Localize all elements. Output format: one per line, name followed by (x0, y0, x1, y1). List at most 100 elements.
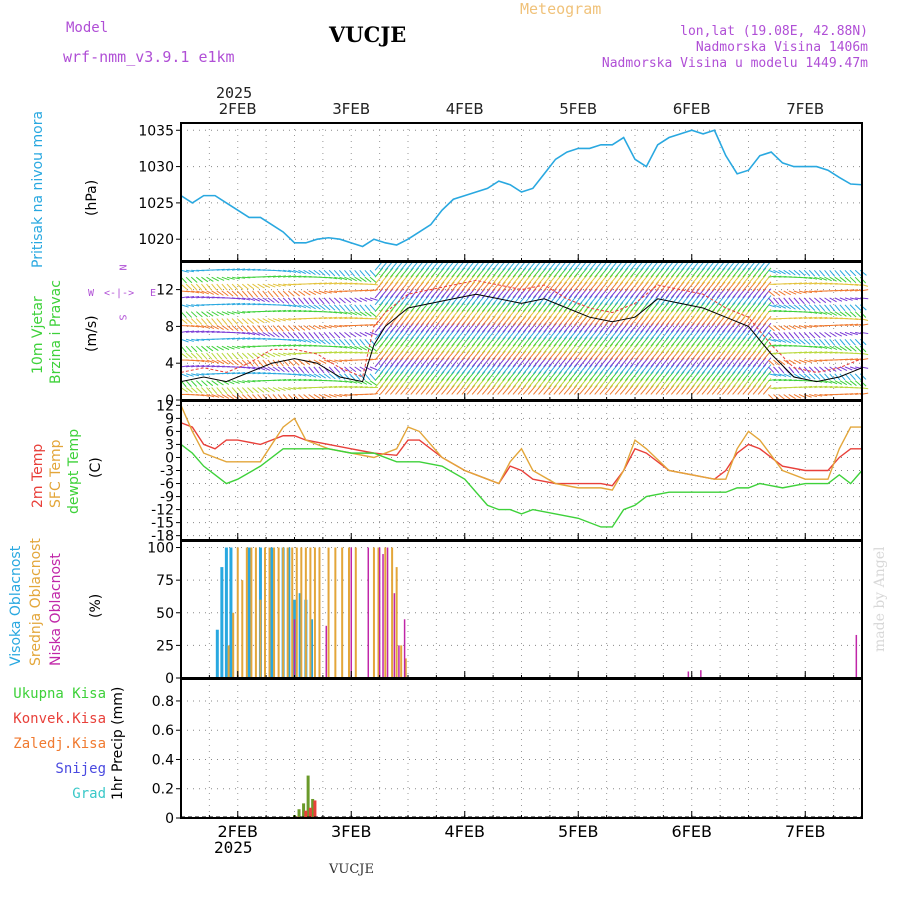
wind-arrow (548, 288, 557, 299)
wind-arrow (435, 329, 445, 340)
wind-arrow (226, 311, 235, 315)
wind-arrow (359, 338, 366, 346)
y-tick-label: 0 (165, 450, 174, 466)
wind-arrow (201, 393, 210, 397)
wind-arrow (471, 371, 481, 382)
wind-arrow (369, 373, 376, 381)
wind-arrow (839, 331, 848, 337)
wind-arrow (839, 269, 846, 277)
wind-arrow (635, 302, 644, 313)
wind-arrow (430, 315, 440, 326)
top-day-label: 4FEB (446, 100, 484, 118)
wind-arrow (517, 315, 527, 326)
wind-arrow (298, 310, 307, 313)
wind-arrow (609, 322, 619, 333)
wind-arrow (630, 295, 639, 306)
y-tick-label: -6 (160, 477, 174, 493)
wind-arrow (762, 309, 772, 319)
wind-arrow (349, 276, 357, 282)
wind-arrow (430, 281, 440, 292)
wind-arrow (676, 329, 685, 340)
wind-arrow (793, 290, 802, 295)
wind-arrow (247, 325, 254, 332)
wind-arrow (481, 267, 491, 278)
wind-arrow (242, 380, 251, 383)
wind-arrow (512, 322, 522, 333)
wind-arrow (272, 387, 281, 392)
wind-arrow (752, 302, 762, 313)
wind-arrow (390, 378, 399, 388)
wind-arrow (854, 380, 862, 387)
wind-arrow (568, 315, 578, 326)
wind-arrow (277, 344, 287, 347)
wind-arrow (594, 288, 603, 299)
wind-arrow (522, 329, 532, 340)
wind-arrow (722, 364, 731, 375)
wind-arrow (640, 343, 649, 354)
wind-arrow (814, 297, 821, 304)
wind-arrow (507, 274, 516, 285)
wind-arrow (558, 378, 568, 388)
low-cloud-bar (382, 554, 384, 678)
wind-arrow (819, 297, 827, 304)
wind-arrow (461, 281, 471, 292)
wind-arrow (466, 295, 476, 306)
wind-arrow (706, 350, 716, 361)
wind-arrow (655, 302, 665, 313)
wind-arrow (604, 384, 614, 395)
wind-arrow (502, 329, 511, 340)
wind-arrow (231, 359, 239, 366)
wind-arrow (798, 366, 805, 374)
wind-arrow (670, 315, 680, 326)
wind-arrow (180, 373, 189, 378)
wind-arrow (476, 309, 486, 319)
wind-arrow (507, 357, 516, 368)
wind-arrow (318, 366, 325, 374)
wind-arrow (839, 311, 847, 317)
wind-arrow (722, 350, 731, 361)
wind-arrow (287, 297, 295, 305)
wind-arrow (466, 302, 476, 313)
wind-arrow (757, 309, 767, 319)
wind-arrow (752, 343, 762, 354)
wind-arrow (676, 357, 685, 368)
wind-arrow (558, 274, 568, 285)
wind-arrow (354, 276, 362, 282)
mid-cloud-bar (391, 547, 394, 678)
wind-arrow (293, 344, 302, 347)
mid-cloud-bar (277, 547, 280, 678)
wind-arrow (384, 371, 394, 382)
wind-arrow (487, 309, 496, 319)
wind-arrow (180, 330, 189, 333)
wind-arrow (415, 350, 425, 361)
wind-arrow (676, 384, 685, 395)
wind-arrow (395, 302, 404, 313)
wind-arrow (247, 387, 254, 394)
wind-arrow (619, 267, 629, 278)
wind-arrow (660, 274, 670, 285)
wind-arrow (379, 364, 389, 375)
wind-arrow (476, 350, 486, 361)
wind-arrow (584, 329, 593, 340)
wind-arrow (584, 288, 593, 299)
wind-arrow (737, 288, 746, 299)
wind-arrow (665, 378, 675, 388)
wind-arrow (507, 371, 516, 382)
y-tick-label: 100 (147, 541, 174, 557)
wind-arrow (768, 290, 775, 297)
wind-arrow (696, 322, 705, 333)
wind-arrow (456, 378, 465, 388)
wind-arrow (599, 371, 608, 382)
wind-arrow (476, 295, 486, 306)
wind-arrow (768, 269, 777, 274)
wind-arrow (338, 373, 346, 380)
wind-arrow (502, 378, 511, 388)
wind-arrow (548, 343, 557, 354)
wind-arrow (328, 269, 336, 277)
wind-arrow (308, 373, 317, 378)
wind-arrow (573, 329, 583, 340)
wind-arrow (676, 274, 685, 285)
wind-arrow (579, 281, 588, 292)
wind-arrow (696, 309, 705, 319)
wind-arrow (665, 384, 675, 395)
